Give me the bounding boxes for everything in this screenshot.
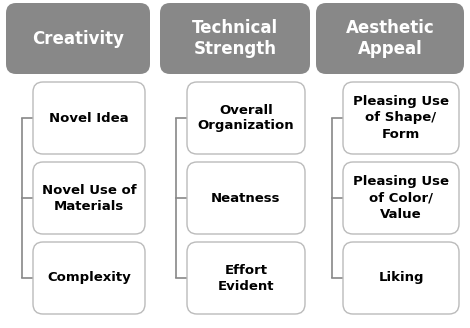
FancyBboxPatch shape xyxy=(33,162,145,234)
FancyBboxPatch shape xyxy=(187,82,305,154)
FancyBboxPatch shape xyxy=(343,82,459,154)
FancyBboxPatch shape xyxy=(343,162,459,234)
Text: Novel Idea: Novel Idea xyxy=(49,112,129,125)
FancyBboxPatch shape xyxy=(33,82,145,154)
FancyBboxPatch shape xyxy=(343,242,459,314)
FancyBboxPatch shape xyxy=(187,242,305,314)
FancyBboxPatch shape xyxy=(187,162,305,234)
Text: Pleasing Use
of Color/
Value: Pleasing Use of Color/ Value xyxy=(353,175,449,220)
Text: Novel Use of
Materials: Novel Use of Materials xyxy=(42,183,136,213)
Text: Effort
Evident: Effort Evident xyxy=(218,263,274,293)
Text: Complexity: Complexity xyxy=(47,272,131,284)
FancyBboxPatch shape xyxy=(316,3,464,74)
FancyBboxPatch shape xyxy=(33,242,145,314)
Text: Liking: Liking xyxy=(378,272,424,284)
Text: Technical
Strength: Technical Strength xyxy=(192,19,278,57)
Text: Creativity: Creativity xyxy=(32,30,124,48)
Text: Overall
Organization: Overall Organization xyxy=(198,104,294,133)
FancyBboxPatch shape xyxy=(160,3,310,74)
Text: Neatness: Neatness xyxy=(211,192,281,204)
Text: Pleasing Use
of Shape/
Form: Pleasing Use of Shape/ Form xyxy=(353,95,449,140)
Text: Aesthetic
Appeal: Aesthetic Appeal xyxy=(345,19,434,57)
FancyBboxPatch shape xyxy=(6,3,150,74)
